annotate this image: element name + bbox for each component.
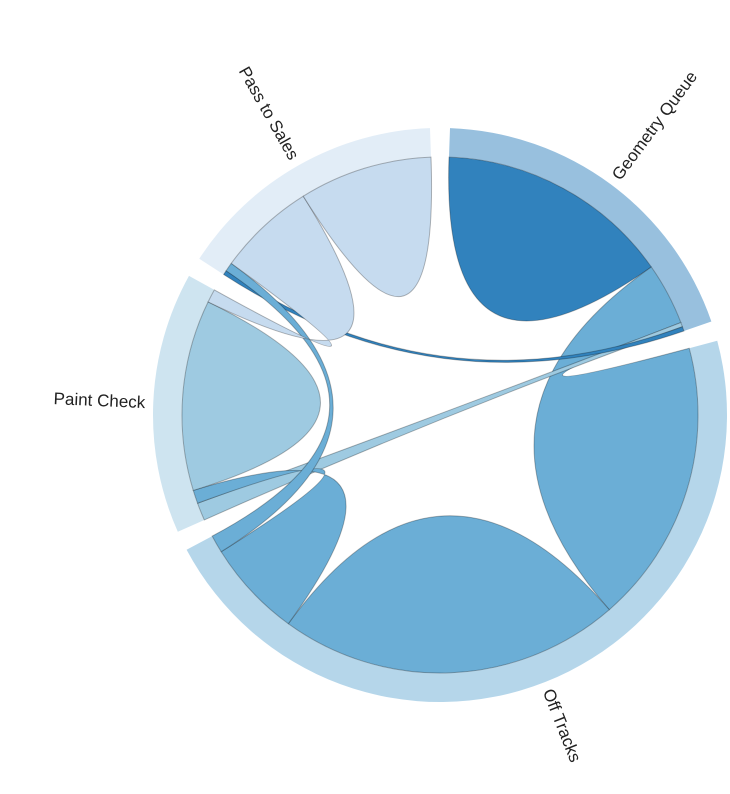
ribbon	[287, 515, 610, 674]
ribbon	[448, 156, 653, 322]
ribbon	[181, 301, 321, 492]
group-arc	[153, 275, 215, 532]
ribbon	[222, 270, 685, 363]
chord-layer: Geometry Queue Off Tracks Paint Check Pass …	[53, 63, 727, 765]
ribbon	[533, 266, 699, 611]
group-arc	[449, 128, 712, 332]
ribbon	[211, 262, 334, 553]
group-label: Paint Check	[53, 389, 146, 412]
group-label: Pass to Sales	[235, 63, 303, 163]
ribbon	[207, 195, 355, 347]
ribbon	[302, 156, 433, 298]
group-arc	[199, 128, 431, 275]
group-label: Geometry Queue	[608, 68, 701, 184]
group-label: Off Tracks	[539, 686, 585, 765]
